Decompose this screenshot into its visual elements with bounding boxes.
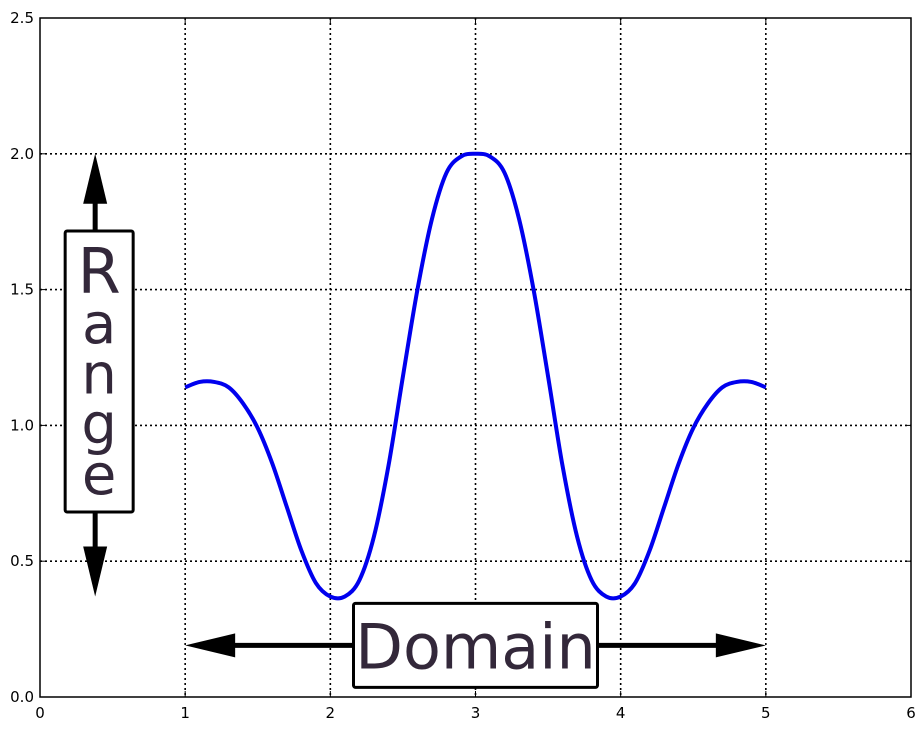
x-tick-label: 3 bbox=[471, 704, 481, 722]
x-tick-label: 1 bbox=[180, 704, 190, 722]
domain-arrow-left-head bbox=[185, 633, 236, 658]
domain-label: Domain bbox=[355, 610, 596, 683]
range-arrow-bottom-head bbox=[83, 546, 108, 597]
x-tick-label: 5 bbox=[761, 704, 771, 722]
x-tick-label: 0 bbox=[35, 704, 45, 722]
x-tick-label: 6 bbox=[906, 704, 916, 722]
y-tick-label: 0.0 bbox=[10, 688, 34, 706]
range-label-letter: e bbox=[82, 443, 116, 508]
x-tick-label: 2 bbox=[326, 704, 336, 722]
range-label-letter: n bbox=[81, 342, 117, 407]
domain-label-box bbox=[352, 601, 599, 689]
y-tick-label: 1.5 bbox=[10, 281, 34, 299]
series-line bbox=[184, 151, 767, 601]
x-tick-label: 4 bbox=[616, 704, 626, 722]
y-tick-label: 0.5 bbox=[10, 552, 34, 570]
domain-arrow-right-head bbox=[715, 633, 766, 658]
range-arrow-top-head bbox=[83, 153, 108, 204]
range-label-letter: a bbox=[82, 292, 116, 357]
range-label-letter: g bbox=[81, 393, 117, 458]
y-tick-label: 2.0 bbox=[10, 145, 34, 163]
tick-layer: 0 1 2 3 4 5 6 0.0 0.5 1.0 1.5 2.0 2.5 bbox=[10, 9, 916, 722]
range-label-letter: R bbox=[78, 235, 121, 308]
y-tick-label: 2.5 bbox=[10, 9, 34, 27]
grid-lines bbox=[40, 18, 911, 697]
range-label-box bbox=[63, 229, 135, 514]
series-layer bbox=[184, 151, 767, 601]
y-tick-label: 1.0 bbox=[10, 416, 34, 434]
